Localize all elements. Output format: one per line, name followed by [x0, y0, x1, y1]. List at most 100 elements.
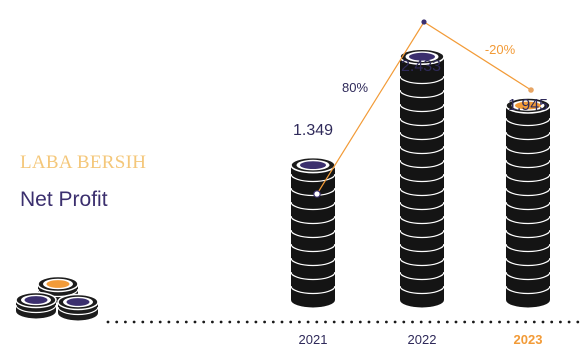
coin-edge — [399, 89, 445, 99]
growth-point-2023 — [528, 87, 534, 93]
axis-dot — [532, 320, 536, 324]
growth-line — [313, 19, 534, 198]
coin-edge — [399, 257, 445, 267]
axis-dot — [411, 320, 414, 324]
axis-dot — [280, 320, 284, 324]
coin-stack-2023 — [505, 97, 551, 308]
coin-edge — [505, 159, 551, 169]
category-label-2022: 2022 — [408, 332, 437, 347]
axis-dot — [567, 320, 571, 324]
axis-dot — [445, 320, 449, 324]
coin-edge — [399, 145, 445, 155]
axis-dot — [124, 320, 127, 324]
axis-dot — [419, 320, 423, 324]
coin-edge — [505, 257, 551, 267]
coin-edge — [505, 243, 551, 253]
coin-top-center — [409, 52, 435, 61]
coin-center — [46, 280, 70, 288]
axis-dot — [393, 320, 397, 324]
axis-dot — [463, 320, 467, 324]
coin-edge — [399, 103, 445, 113]
axis-dot — [524, 320, 527, 324]
chart-labels: 1.349 2.433 1.945 2021 2022 2023 80% -20% — [293, 42, 548, 347]
coin-edge — [505, 285, 551, 295]
axis-dot — [350, 320, 353, 324]
coin-edge — [399, 243, 445, 253]
coin-edge — [505, 229, 551, 239]
axis-dot — [454, 320, 458, 324]
coin-stack-2022 — [399, 48, 445, 308]
axis-dot — [263, 320, 266, 324]
axis-dot — [228, 320, 232, 324]
growth-label-0: 80% — [342, 80, 368, 95]
value-label-2023: 1.945 — [508, 97, 548, 114]
coin-edge — [505, 187, 551, 197]
axis-dot — [306, 320, 310, 324]
coin-edge — [399, 187, 445, 197]
axis-dot — [237, 320, 240, 324]
coin-edge — [505, 173, 551, 183]
coin-stack-2021 — [290, 156, 336, 308]
value-label-2021: 1.349 — [293, 122, 333, 139]
dotted-baseline — [106, 320, 580, 324]
axis-dot — [254, 320, 258, 324]
axis-dot — [211, 320, 214, 324]
category-label-2023: 2023 — [514, 332, 543, 347]
coin-stacks — [290, 48, 551, 308]
axis-dot — [193, 320, 197, 324]
coin-edge — [399, 117, 445, 127]
axis-dot — [550, 320, 554, 324]
coin-edge — [57, 306, 99, 316]
axis-dot — [515, 320, 519, 324]
axis-dot — [176, 320, 180, 324]
axis-dot — [428, 320, 432, 324]
axis-dot — [576, 320, 580, 324]
axis-dot — [289, 320, 293, 324]
category-label-2021: 2021 — [299, 332, 328, 347]
axis-dot — [472, 320, 475, 324]
pile-coin-left — [15, 291, 57, 319]
coin-pile-decoration — [15, 275, 99, 321]
growth-label-1: -20% — [485, 42, 516, 57]
axis-dot — [376, 320, 380, 324]
coin-edge — [399, 215, 445, 225]
axis-dot — [402, 320, 406, 324]
axis-dot — [506, 320, 510, 324]
coin-edge — [505, 215, 551, 225]
axis-dot — [245, 320, 249, 324]
axis-dot — [167, 320, 171, 324]
coin-edge — [399, 271, 445, 281]
axis-dot — [559, 320, 562, 324]
axis-dot — [341, 320, 345, 324]
coin-center — [24, 296, 48, 304]
heading-english: Net Profit — [20, 188, 108, 211]
coin-top-center — [515, 101, 541, 110]
axis-dot — [437, 320, 440, 324]
coin-edge — [505, 131, 551, 141]
axis-dot — [480, 320, 484, 324]
coin-edge — [505, 145, 551, 155]
coin-center — [66, 298, 90, 306]
axis-dot — [158, 320, 162, 324]
axis-dot — [115, 320, 119, 324]
axis-dot — [106, 320, 110, 324]
coin-stack-body — [506, 105, 550, 308]
value-label-2022: 2.433 — [401, 58, 441, 75]
coin-edge — [290, 243, 336, 253]
axis-dot — [385, 320, 388, 324]
growth-point-2021 — [313, 190, 321, 198]
coin-edge — [505, 117, 551, 127]
axis-dot — [324, 320, 327, 324]
growth-point-2022 — [421, 19, 427, 25]
coin-edge — [399, 285, 445, 295]
coin-edge — [505, 201, 551, 211]
axis-dot — [358, 320, 362, 324]
axis-dot — [219, 320, 223, 324]
axis-dot — [184, 320, 188, 324]
axis-dot — [498, 320, 501, 324]
axis-dot — [132, 320, 136, 324]
coin-edge — [290, 215, 336, 225]
coin-edge — [290, 187, 336, 197]
coin-edge — [290, 229, 336, 239]
coin-edge — [290, 257, 336, 267]
